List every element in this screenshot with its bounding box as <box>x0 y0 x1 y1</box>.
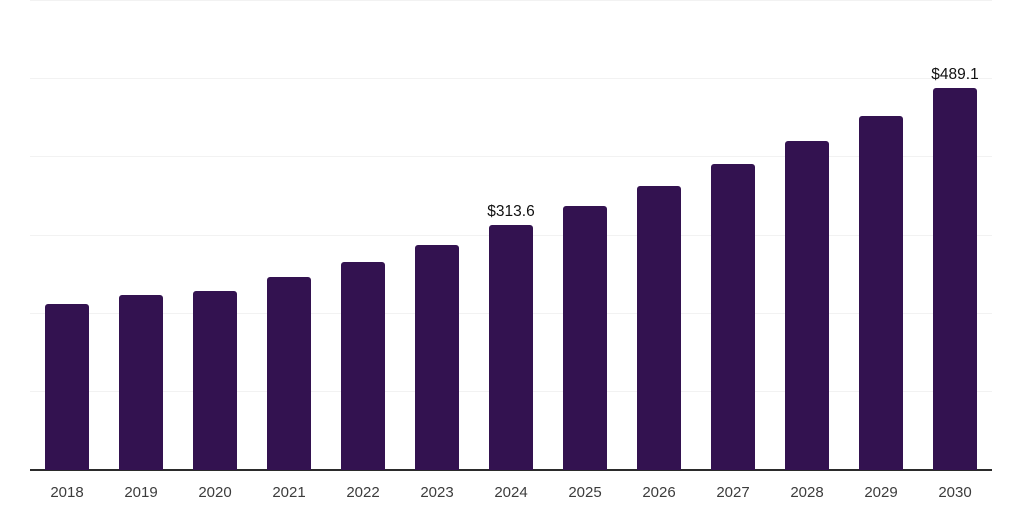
x-tick-label-2029: 2029 <box>864 484 898 501</box>
bar-cell-2026 <box>622 1 696 470</box>
x-tick-label-2020: 2020 <box>198 484 232 501</box>
bar-value-label-2024: $313.6 <box>487 202 535 220</box>
bar-cell-2030: $489.1 <box>918 1 992 470</box>
bar-cell-2029 <box>844 1 918 470</box>
x-tick-label-2027: 2027 <box>716 484 750 501</box>
gridline-400 <box>30 156 992 158</box>
gridline-600 <box>30 0 992 1</box>
bar-cell-2021 <box>252 1 326 470</box>
x-tick-label-2025: 2025 <box>568 484 602 501</box>
x-tick-label-2026: 2026 <box>642 484 676 501</box>
x-tick-label-2021: 2021 <box>272 484 306 501</box>
bar-2022 <box>341 262 385 470</box>
x-tick-label-2018: 2018 <box>50 484 84 501</box>
bar-cell-2022 <box>326 1 400 470</box>
plot-area: $313.6 $489.1 <box>30 0 992 471</box>
bar-2028 <box>785 140 829 470</box>
x-tick-label-2030: 2030 <box>938 484 972 501</box>
bar-2027 <box>711 163 755 470</box>
bar-cell-2028 <box>770 1 844 470</box>
bar-cell-2027 <box>696 1 770 470</box>
x-tick-label-2028: 2028 <box>790 484 824 501</box>
bars-row: $313.6 $489.1 <box>30 1 992 470</box>
bar-2019 <box>119 295 163 470</box>
bar-2023 <box>415 245 459 470</box>
x-tick-label-2022: 2022 <box>346 484 380 501</box>
x-tick-label-2023: 2023 <box>420 484 454 501</box>
bar-2021 <box>267 277 311 470</box>
bar-cell-2018 <box>30 1 104 470</box>
bar-cell-2019 <box>104 1 178 470</box>
bar-cell-2023 <box>400 1 474 470</box>
x-axis-line <box>30 469 992 471</box>
bar-2024 <box>489 224 533 470</box>
x-axis-ticks: 2018 2019 2020 2021 2022 2023 2024 2025 2026 2027… <box>30 483 992 503</box>
bar-value-label-2030: $489.1 <box>931 65 979 83</box>
gridline-500 <box>30 78 992 80</box>
x-tick-label-2019: 2019 <box>124 484 158 501</box>
bar-2030 <box>933 87 977 470</box>
x-tick-label-2024: 2024 <box>494 484 528 501</box>
bar-2020 <box>193 290 237 470</box>
bar-2018 <box>45 303 89 470</box>
bar-cell-2025 <box>548 1 622 470</box>
bar-cell-2024: $313.6 <box>474 1 548 470</box>
bar-2029 <box>859 116 903 470</box>
bar-cell-2020 <box>178 1 252 470</box>
bar-2025 <box>563 206 607 470</box>
bar-2026 <box>637 185 681 470</box>
